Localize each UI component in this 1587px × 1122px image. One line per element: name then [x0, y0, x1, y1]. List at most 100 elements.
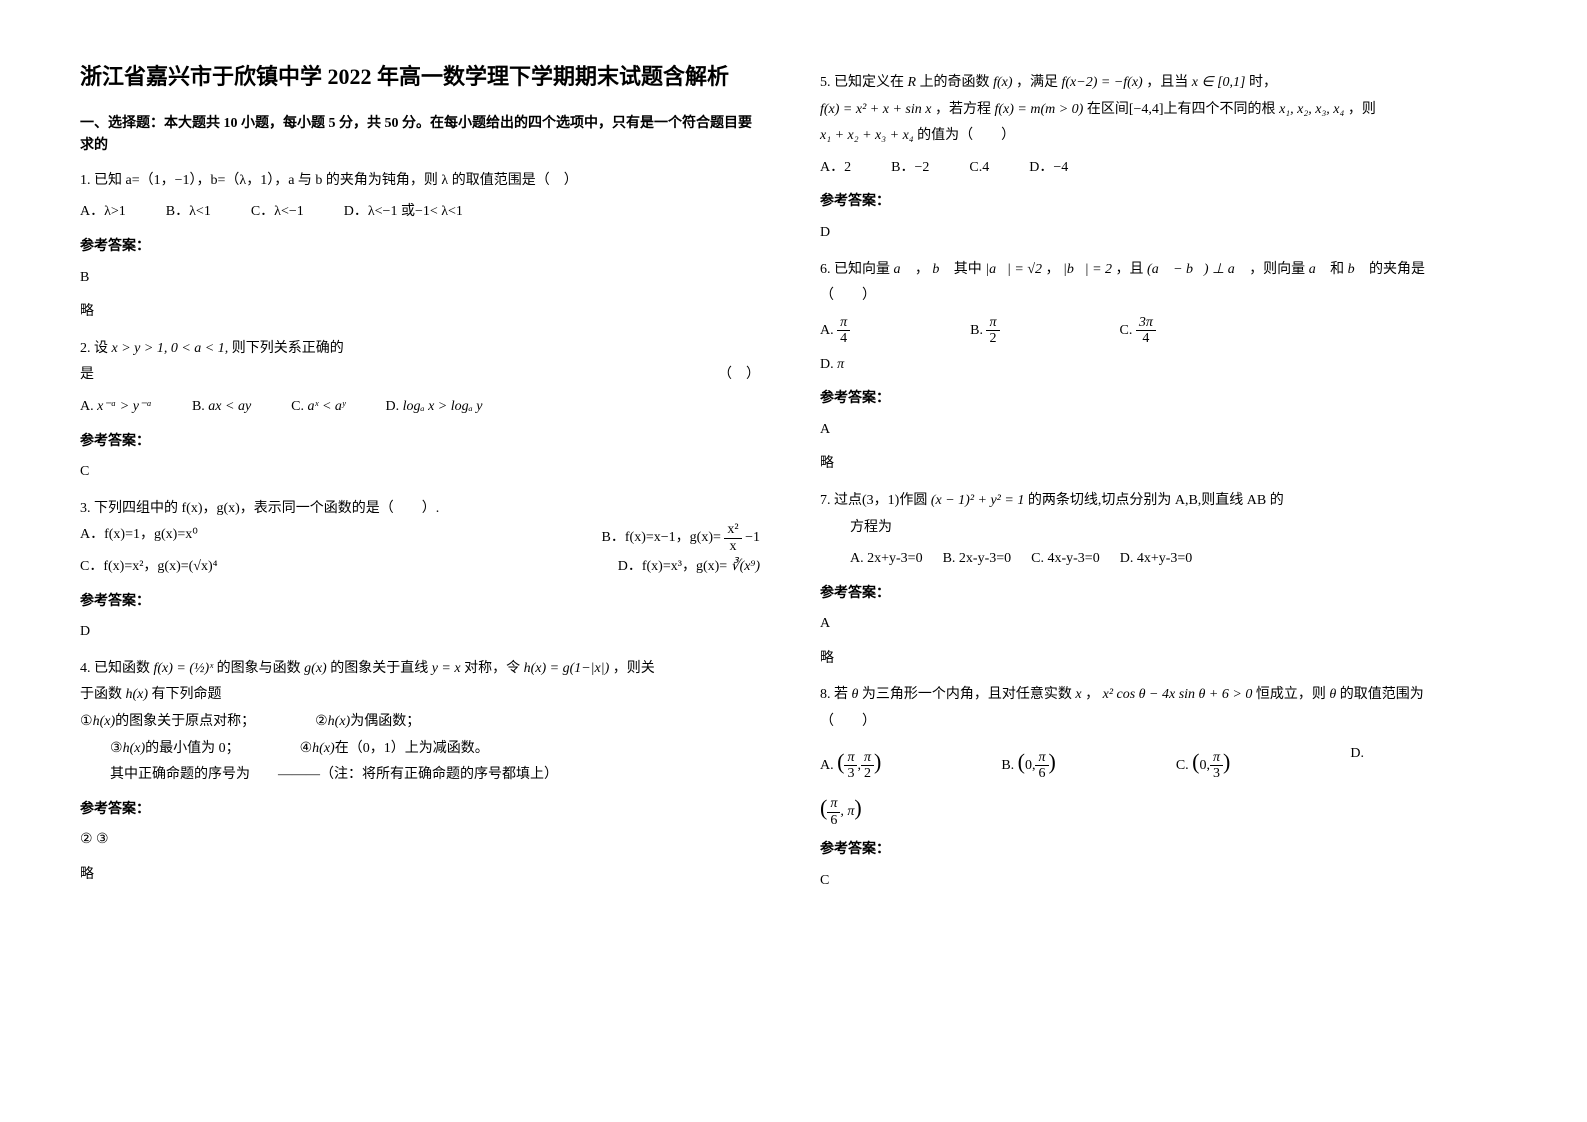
- q8-a-d1: 3: [844, 766, 857, 781]
- q3-opt-d: D．f(x)=x³，g(x)= ∛(x⁹): [618, 554, 760, 581]
- q5-opt-c: C.4: [969, 155, 989, 182]
- q6-mid2: 其中: [954, 262, 982, 277]
- q5-m1: R: [908, 75, 917, 90]
- q4-l2-suf: 有下列命题: [152, 687, 222, 702]
- q8-m2: x: [1075, 687, 1081, 702]
- q2-answer: C: [80, 459, 760, 486]
- q4-answer-label: 参考答案：: [80, 797, 760, 824]
- q8-m3: x² cos θ − 4x sin θ + 6 > 0: [1103, 687, 1253, 702]
- q8-d-f: π6: [827, 796, 840, 828]
- q5-m4: x ∈ [0,1]: [1192, 75, 1246, 90]
- q6-pre: 6. 已知向量: [820, 262, 890, 277]
- right-column: 5. 已知定义在 R 上的奇函数 f(x) ，满足 f(x−2) = −f(x)…: [820, 60, 1500, 904]
- q8-b-f: π6: [1035, 750, 1048, 782]
- q3-answer-label: 参考答案：: [80, 589, 760, 616]
- q6-m5: (a⃗ − b⃗) ⊥ a⃗: [1147, 262, 1246, 277]
- q5-l2m2: f(x) = m(m > 0): [994, 102, 1083, 117]
- q8-opt-a: A. (π3,π2): [820, 741, 881, 783]
- q4-props-row2: ③h(x)的最小值为 0； ④h(x)在（0，1）上为减函数。: [110, 736, 760, 763]
- q8-answer-label: 参考答案：: [820, 837, 1500, 864]
- q6-d-pre: D.: [820, 357, 834, 372]
- q7-options: A. 2x+y-3=0 B. 2x-y-3=0 C. 4x-y-3=0 D. 4…: [850, 546, 1500, 573]
- q4-p1-s: 的图象关于原点对称；: [115, 714, 255, 729]
- q3-row2: C．f(x)=x²，g(x)=(√x)⁴ D．f(x)=x³，g(x)= ∛(x…: [80, 554, 760, 581]
- q6-stem: 6. 已知向量 a⃗ ， b⃗ 其中 |a⃗| = √2 ， |b⃗| = 2 …: [820, 257, 1500, 284]
- question-8: 8. 若 θ 为三角形一个内角，且对任意实数 x ， x² cos θ − 4x…: [820, 682, 1500, 894]
- q3-opt-c: C．f(x)=x²，g(x)=(√x)⁴: [80, 554, 218, 581]
- q8-c-zero: 0,: [1200, 758, 1211, 773]
- q7-opt-d: D. 4x+y-3=0: [1120, 546, 1193, 573]
- q6-mid3: ，: [1046, 262, 1060, 277]
- q5-options: A．2 B．−2 C.4 D．−4: [820, 155, 1500, 182]
- q7-answer: A: [820, 611, 1500, 638]
- q4-m1: f(x) = (½)ˣ: [154, 661, 214, 676]
- q8-opt-b: B. (0,π6): [1001, 741, 1056, 783]
- q6-extra: 略: [820, 451, 1500, 478]
- q6-d-m: π: [837, 357, 844, 372]
- q8-c-open: (: [1192, 749, 1199, 774]
- q6-c-num: 3π: [1136, 315, 1156, 331]
- q4-p2-s: 为偶函数；: [350, 714, 420, 729]
- q8-m1: θ: [852, 687, 859, 702]
- q6-options: A. π4 B. π2 C. 3π4: [820, 315, 1500, 347]
- q1-extra: 略: [80, 299, 760, 326]
- q3-stem: 3. 下列四组中的 f(x)，g(x)，表示同一个函数的是（ ）.: [80, 496, 760, 523]
- q6-m1: a⃗: [894, 262, 912, 277]
- q7-extra: 略: [820, 646, 1500, 673]
- q4-m4: h(x) = g(1−|x|): [524, 661, 610, 676]
- q6-opt-b: B. π2: [970, 315, 999, 347]
- q8-stem: 8. 若 θ 为三角形一个内角，且对任意实数 x ， x² cos θ − 4x…: [820, 682, 1500, 709]
- q8-c-d: 3: [1210, 766, 1223, 781]
- q8-a-n1: π: [844, 750, 857, 766]
- q6-opt-c: C. 3π4: [1120, 315, 1156, 347]
- q6-a-den: 4: [837, 331, 850, 346]
- q8-mid1: 为三角形一个内角，且对任意实数: [862, 687, 1072, 702]
- q8-a-f2: π2: [861, 750, 874, 782]
- q8-b-close: ): [1049, 749, 1056, 774]
- q3-answer: D: [80, 619, 760, 646]
- q5-l2m3: x₁, x₂, x₃, x₄: [1279, 102, 1344, 117]
- q5-opt-a: A．2: [820, 155, 851, 182]
- q6-mid1: ，: [915, 262, 929, 277]
- q6-c-frac: 3π4: [1136, 315, 1156, 347]
- q4-l2-m: h(x): [126, 687, 149, 702]
- q4-l2-pre: 于函数: [80, 687, 122, 702]
- q5-l2mid: ，若方程: [935, 102, 991, 117]
- q6-m4: |b⃗| = 2: [1063, 262, 1112, 277]
- q4-p1-pre: ①: [80, 714, 93, 729]
- q5-l2m1: f(x) = x² + x + sin x: [820, 102, 931, 117]
- q5-l2suf: 在区间[−4,4]上有四个不同的根: [1087, 102, 1276, 117]
- left-column: 浙江省嘉兴市于欣镇中学 2022 年高一数学理下学期期末试题含解析 一、选择题：…: [80, 60, 760, 904]
- q5-m3: f(x−2) = −f(x): [1062, 75, 1143, 90]
- q1-answer-label: 参考答案：: [80, 234, 760, 261]
- q6-suf: 的夹角是: [1369, 262, 1425, 277]
- question-1: 1. 已知 a=（1，−1），b=（λ，1），a 与 b 的夹角为钝角，则 λ …: [80, 168, 760, 326]
- q4-p3-m: h(x): [123, 741, 146, 756]
- q7-opt-b: B. 2x-y-3=0: [943, 546, 1012, 573]
- q5-l2post: ，则: [1348, 102, 1376, 117]
- question-5: 5. 已知定义在 R 上的奇函数 f(x) ，满足 f(x−2) = −f(x)…: [820, 70, 1500, 247]
- q2-answer-label: 参考答案：: [80, 429, 760, 456]
- q6-mid4: ，且: [1116, 262, 1144, 277]
- q8-d-n: π: [827, 796, 840, 812]
- q5-mid2: ，满足: [1016, 75, 1058, 90]
- page: 浙江省嘉兴市于欣镇中学 2022 年高一数学理下学期期末试题含解析 一、选择题：…: [0, 0, 1587, 964]
- q2-opt-d-math: logₐ x > logₐ y: [403, 399, 483, 414]
- q8-a-d2: 2: [861, 766, 874, 781]
- q4-p4: ④h(x)在（0，1）上为减函数。: [300, 736, 489, 763]
- q3-opt-b-den: x: [724, 539, 741, 554]
- document-title: 浙江省嘉兴市于欣镇中学 2022 年高一数学理下学期期末试题含解析: [80, 60, 760, 93]
- q3-opt-b-frac: x²x: [724, 522, 741, 554]
- q5-m2: f(x): [993, 75, 1012, 90]
- q3-row1: A．f(x)=1，g(x)=x⁰ B．f(x)=x−1，g(x)= x²x −1: [80, 522, 760, 554]
- q6-answer: A: [820, 417, 1500, 444]
- q4-p4-pre: ④: [300, 741, 313, 756]
- q4-extra: 略: [80, 862, 760, 889]
- q8-a-open: (: [837, 749, 844, 774]
- q5-mid3: ，且当: [1146, 75, 1188, 90]
- q8-c-n: π: [1210, 750, 1223, 766]
- q4-p1-m: h(x): [93, 714, 116, 729]
- q4-p1: ①h(x)的图象关于原点对称；: [80, 709, 255, 736]
- q2-stem-pre: 2. 设: [80, 341, 108, 356]
- q6-m6: a⃗: [1309, 262, 1327, 277]
